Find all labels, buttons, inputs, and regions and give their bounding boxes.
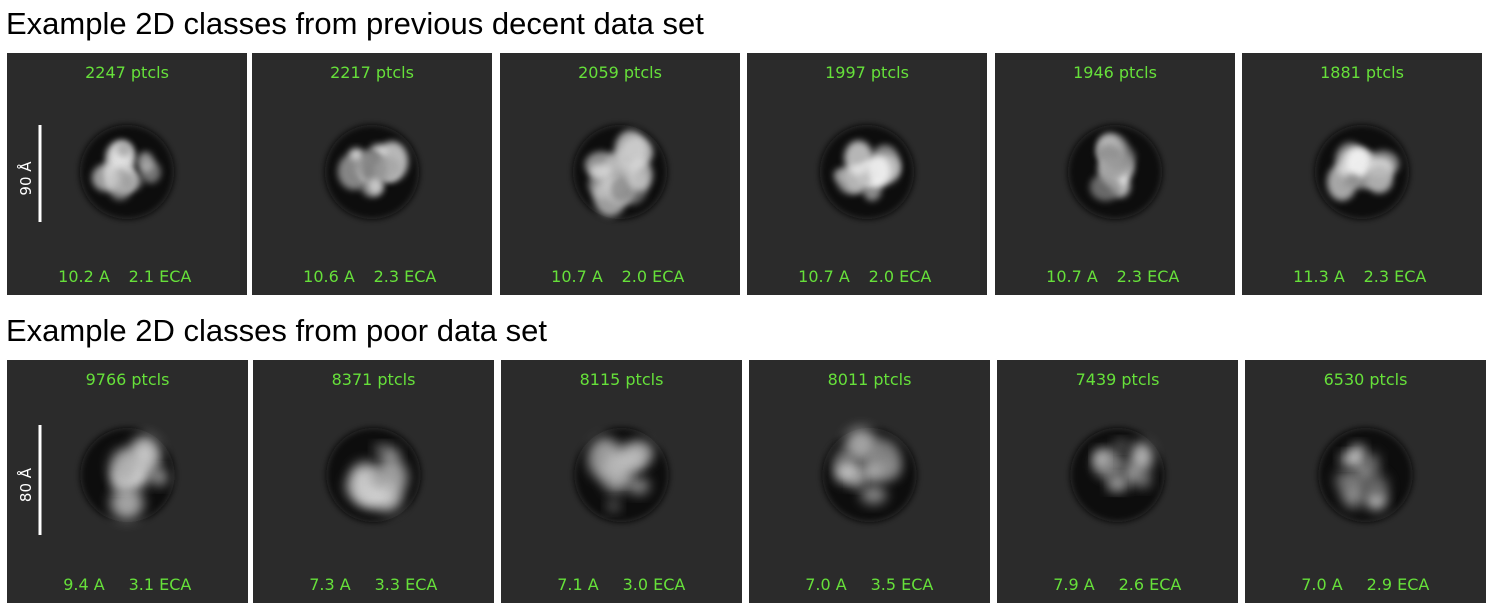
class-average-image bbox=[80, 125, 174, 219]
class-panel: 1946 ptcls 10.7 A 2.3 ECA bbox=[995, 53, 1235, 295]
class-average-image bbox=[1070, 428, 1165, 522]
class-panel: 7439 ptcls 7.9 A 2.6 ECA bbox=[997, 360, 1238, 603]
class-panel: 6530 ptcls 7.0 A 2.9 ECA bbox=[1245, 360, 1486, 603]
resolution: 7.0 A bbox=[1301, 575, 1343, 594]
particle-count: 9766 ptcls bbox=[86, 370, 170, 389]
eca: 3.0 ECA bbox=[623, 575, 686, 594]
eca: 3.3 ECA bbox=[375, 575, 438, 594]
eca: 2.1 ECA bbox=[129, 267, 192, 286]
particle-count: 8371 ptcls bbox=[332, 370, 416, 389]
resolution: 10.7 A bbox=[798, 267, 850, 286]
class-panel: 9766 ptcls 9.4 A 3.1 ECA 80 Å bbox=[7, 360, 248, 603]
class-panel: 2247 ptcls 10.2 A 2.1 ECA 90 Å bbox=[7, 53, 247, 295]
resolution: 10.2 A bbox=[58, 267, 110, 286]
particle-count: 8115 ptcls bbox=[580, 370, 664, 389]
particle-count: 2247 ptcls bbox=[85, 63, 169, 82]
section-title: Example 2D classes from poor data set bbox=[6, 313, 547, 348]
eca: 3.1 ECA bbox=[129, 575, 192, 594]
class-panel: 8115 ptcls 7.1 A 3.0 ECA bbox=[501, 360, 742, 603]
class-panel: 2059 ptcls 10.7 A 2.0 ECA bbox=[500, 53, 740, 295]
eca: 2.9 ECA bbox=[1367, 575, 1430, 594]
class-panel: 1881 ptcls 11.3 A 2.3 ECA bbox=[1242, 53, 1482, 295]
eca: 2.0 ECA bbox=[622, 267, 685, 286]
eca: 2.3 ECA bbox=[374, 267, 437, 286]
class-average-image bbox=[325, 125, 419, 219]
particle-count: 8011 ptcls bbox=[828, 370, 912, 389]
eca: 3.5 ECA bbox=[871, 575, 934, 594]
class-average-image bbox=[820, 125, 914, 219]
scale-bar-label: 90 Å bbox=[16, 161, 35, 196]
resolution: 10.7 A bbox=[1046, 267, 1098, 286]
class-average-image bbox=[822, 427, 917, 522]
particle-count: 1881 ptcls bbox=[1320, 63, 1404, 82]
particle-count: 7439 ptcls bbox=[1076, 370, 1160, 389]
resolution: 7.0 A bbox=[805, 575, 847, 594]
class-average-image bbox=[80, 428, 175, 522]
particle-count: 2217 ptcls bbox=[330, 63, 414, 82]
resolution: 7.1 A bbox=[557, 575, 599, 594]
particle-count: 2059 ptcls bbox=[578, 63, 662, 82]
class-panel: 2217 ptcls 10.6 A 2.3 ECA bbox=[252, 53, 492, 295]
resolution: 7.3 A bbox=[309, 575, 351, 594]
resolution: 7.9 A bbox=[1053, 575, 1095, 594]
particle-count: 1946 ptcls bbox=[1073, 63, 1157, 82]
class-panel: 1997 ptcls 10.7 A 2.0 ECA bbox=[747, 53, 987, 295]
eca: 2.3 ECA bbox=[1117, 267, 1180, 286]
resolution: 11.3 A bbox=[1293, 267, 1345, 286]
class-average-image bbox=[574, 428, 669, 522]
class-average-image bbox=[1068, 125, 1162, 219]
resolution: 10.6 A bbox=[303, 267, 355, 286]
scale-bar-label: 80 Å bbox=[16, 467, 35, 502]
particle-count: 1997 ptcls bbox=[825, 63, 909, 82]
class-average-image bbox=[1318, 428, 1413, 522]
resolution: 10.7 A bbox=[551, 267, 603, 286]
section-title: Example 2D classes from previous decent … bbox=[6, 6, 704, 41]
resolution: 9.4 A bbox=[63, 575, 105, 594]
class-average-image bbox=[1315, 125, 1409, 219]
eca: 2.0 ECA bbox=[869, 267, 932, 286]
class-panel: 8371 ptcls 7.3 A 3.3 ECA bbox=[253, 360, 494, 603]
eca: 2.3 ECA bbox=[1364, 267, 1427, 286]
particle-count: 6530 ptcls bbox=[1324, 370, 1408, 389]
class-panel: 8011 ptcls 7.0 A 3.5 ECA bbox=[749, 360, 990, 603]
class-average-image bbox=[573, 125, 667, 219]
eca: 2.6 ECA bbox=[1119, 575, 1182, 594]
class-average-image bbox=[326, 428, 421, 522]
